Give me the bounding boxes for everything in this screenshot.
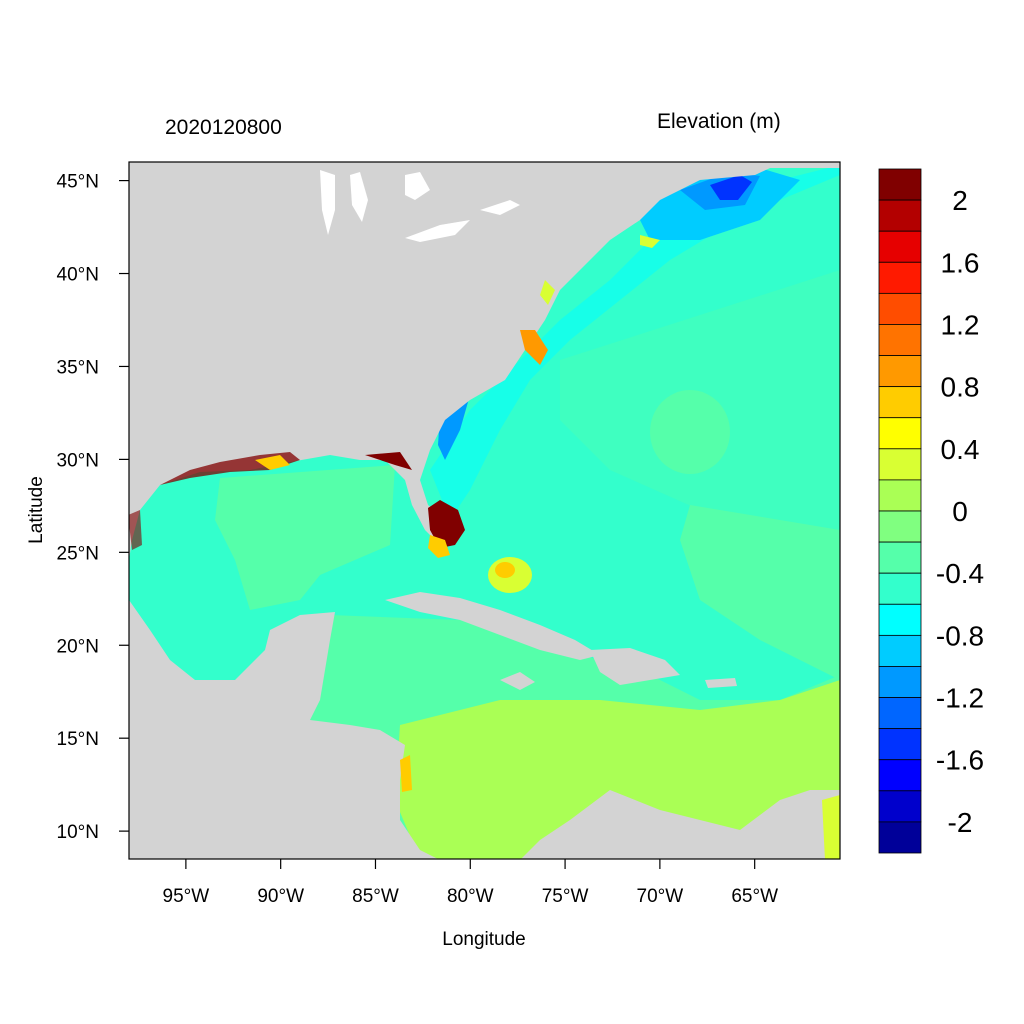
map-frame [128,161,841,860]
colorbar: 2 1.6 1.2 0.8 0.4 0 -0.4 -0.8 -1.2 -1.6 -2 [878,168,984,854]
x-axis-label: Longitude [442,929,525,950]
south-america [521,790,840,859]
gom-low-core [710,175,752,200]
nicaragua-coast-high [400,755,412,792]
colorbar-swatch [878,199,922,232]
north-america [129,162,840,560]
colorbar-label: 0.4 [941,434,980,465]
colorbar-swatch [878,603,922,636]
colorbar-label: 2 [952,185,968,216]
colorbar-swatch [878,510,922,543]
southern-caribbean-field [395,680,840,859]
shelf-cyan [430,165,840,520]
lat-tick-label: 10°N [57,822,99,843]
atlantic-patch-east [680,505,840,680]
jamaica [500,672,535,690]
variable-label: Elevation (m) [657,110,781,133]
mississippi-delta-high [255,455,290,470]
colorbar-label: -2 [948,807,973,838]
colorbar-swatch [878,728,922,761]
colorbar-swatch [878,261,922,294]
colorbar-swatch [878,790,922,823]
y-axis-label: Latitude [26,476,47,544]
colorbar-swatch [878,634,922,667]
colorbar-swatch [878,759,922,792]
puerto-rico [705,678,737,688]
pamlico-high [520,330,548,365]
lat-tick-label: 30°N [57,450,99,471]
colorbar-swatch [878,697,922,730]
colorbar-swatch [878,230,922,263]
lon-tick-label: 80°W [447,886,494,907]
lon-tick-label: 65°W [731,886,778,907]
colorbar-label: -0.4 [936,558,984,589]
map-panel: 95°W 90°W 85°W 80°W 75°W 70°W 65°W 45°N 40°N 35°… [57,161,841,907]
colorbar-swatch [878,821,922,854]
lat-tick-label: 35°N [57,357,99,378]
hispaniola [590,648,680,685]
colorbar-label: 1.2 [941,309,980,340]
colorbar-swatch [878,417,922,450]
lat-tick-label: 15°N [57,729,99,750]
land [129,162,840,859]
lon-tick-label: 85°W [352,886,399,907]
colorbar-label: 1.6 [941,247,980,278]
lat-tick-label: 25°N [57,543,99,564]
lon-tick-label: 90°W [257,886,304,907]
florida-surge [428,500,465,548]
colorbar-swatch [878,168,922,201]
venezuela-coast-high [822,795,840,859]
colorbar-label: -1.2 [936,683,984,714]
lat-tick-label: 40°N [57,265,99,286]
lon-tick-label: 75°W [542,886,589,907]
florida-keys-high [428,535,450,558]
lon-tick-label: 95°W [163,886,210,907]
gulf-center-field [215,465,395,610]
colorbar-swatch [878,355,922,388]
date-label: 2020120800 [165,116,282,139]
atlantic-eddy [650,390,730,474]
long-island-high [640,235,660,248]
colorbar-label: -0.8 [936,620,984,651]
lon-tick-label: 70°W [637,886,684,907]
lat-tick-label: 20°N [57,636,99,657]
colorbar-swatch [878,324,922,356]
colorbar-swatch [878,479,922,512]
colorbar-swatch [878,666,922,698]
colorbar-label: -1.6 [936,745,984,776]
central-america [129,600,438,859]
colorbar-swatch [878,572,922,605]
colorbar-label: 0.8 [941,372,980,403]
colorbar-label: 0 [952,496,968,527]
texas-coast-surge [129,510,142,550]
colorbar-swatch [878,292,922,325]
bahamas-high-core [495,562,515,578]
cuba [385,592,600,660]
lat-tick-label: 45°N [57,172,99,193]
colorbar-swatch [878,448,922,481]
great-lakes [320,170,520,242]
colorbar-swatch [878,541,922,574]
latitude-ticks: 45°N 40°N 35°N 30°N 25°N 20°N 15°N 10°N [57,172,129,843]
chesapeake-high [540,280,555,305]
longitude-ticks: 95°W 90°W 85°W 80°W 75°W 70°W 65°W [163,859,778,907]
colorbar-swatch [878,386,922,419]
panhandle-surge [365,452,412,470]
